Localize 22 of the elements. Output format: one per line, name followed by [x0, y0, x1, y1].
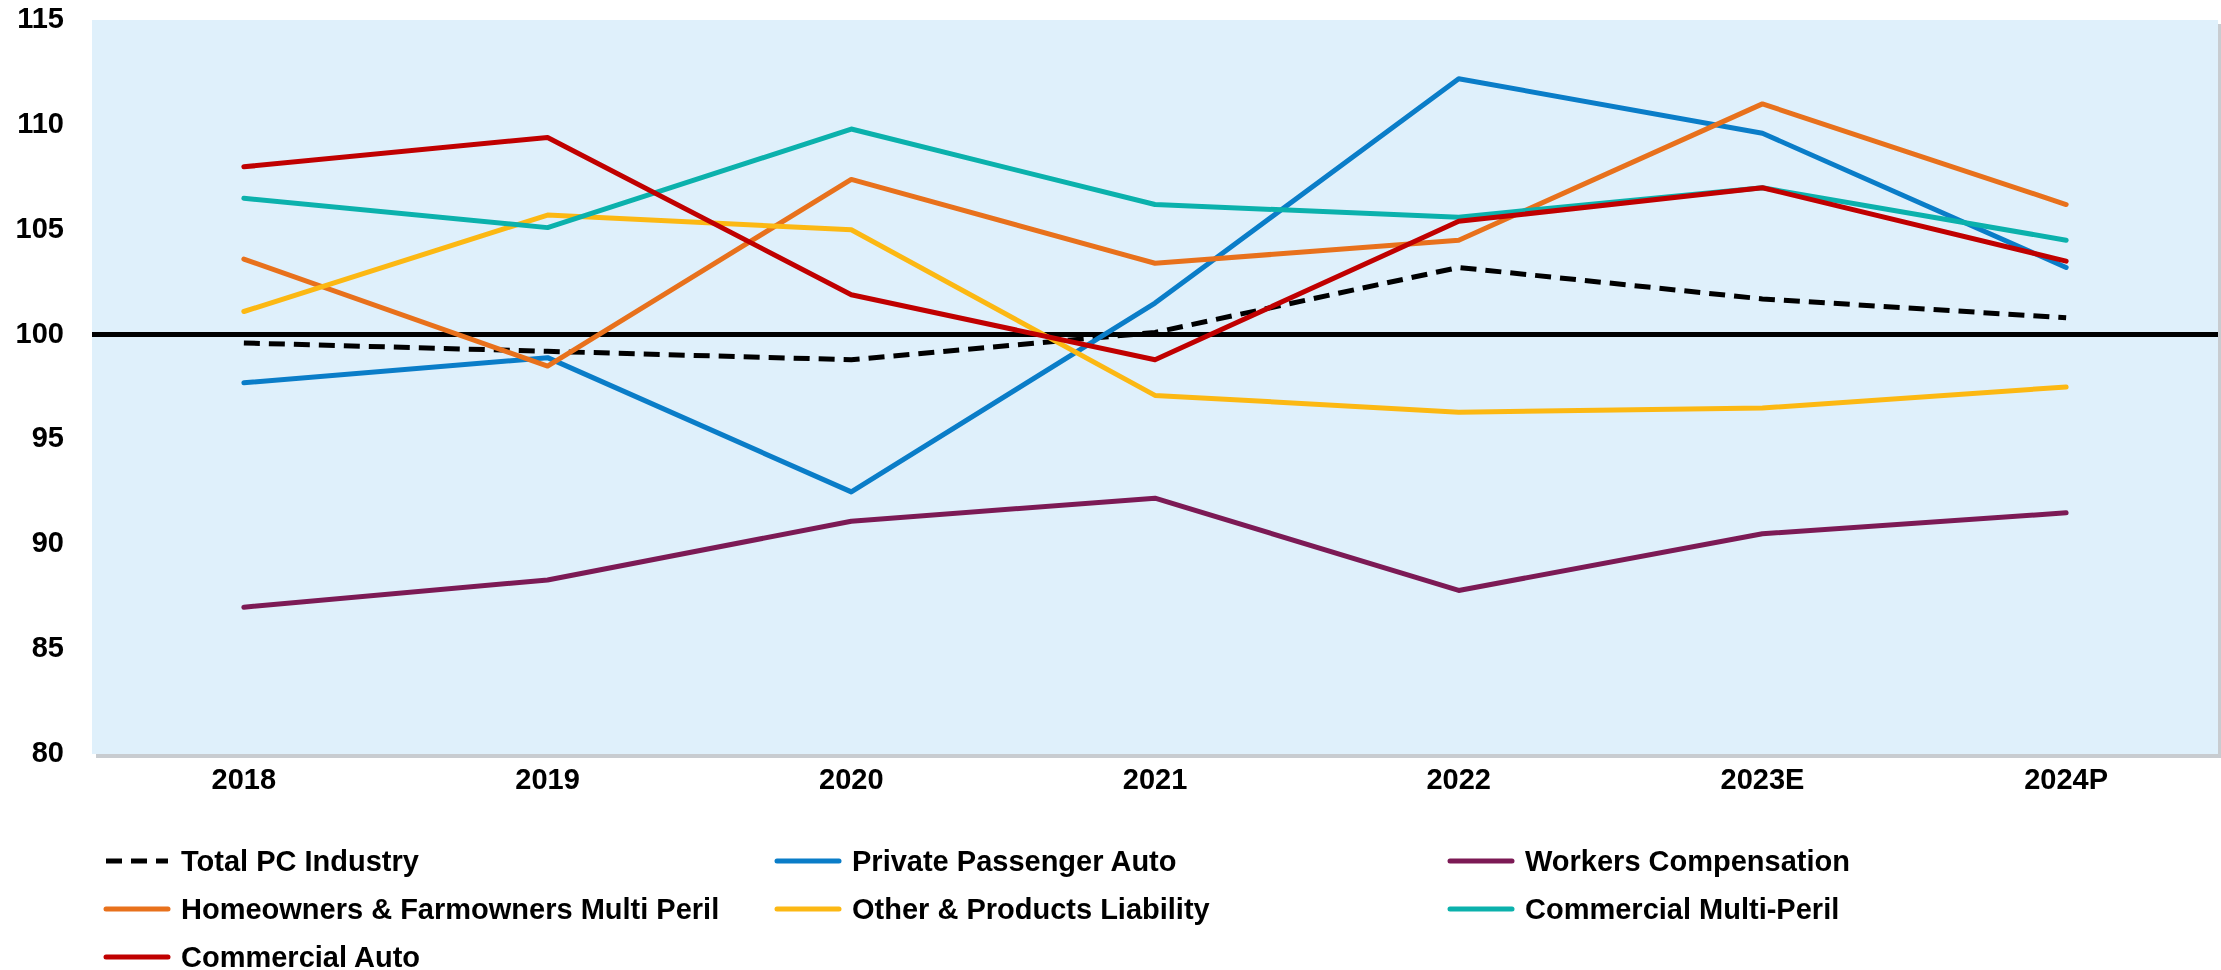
x-tick-label: 2024P — [2024, 763, 2109, 796]
x-tick-label: 2022 — [1426, 763, 1491, 796]
legend-label: Workers Compensation — [1525, 844, 1850, 878]
y-tick-label: 95 — [31, 421, 64, 454]
legend-label: Total PC Industry — [181, 844, 419, 878]
y-tick-label: 115 — [17, 2, 64, 34]
legend-label: Homeowners & Farmowners Multi Peril — [181, 892, 720, 926]
legend-label: Private Passenger Auto — [852, 844, 1177, 878]
y-tick-label: 80 — [31, 736, 64, 768]
y-tick-label: 100 — [15, 316, 64, 349]
legend-label: Commercial Multi-Peril — [1525, 892, 1840, 926]
legend-label: Commercial Auto — [181, 940, 421, 970]
x-tick-label: 2021 — [1122, 763, 1188, 796]
y-tick-label: 90 — [31, 526, 64, 559]
x-tick-label: 2019 — [515, 763, 580, 796]
x-tick-label: 2018 — [211, 763, 277, 796]
y-tick-label: 85 — [31, 631, 64, 664]
x-tick-label: 2023E — [1720, 763, 1805, 796]
y-tick-label: 110 — [17, 106, 64, 139]
y-tick-label: 105 — [15, 211, 64, 244]
legend-label: Other & Products Liability — [852, 892, 1210, 926]
x-tick-label: 2020 — [819, 763, 884, 796]
